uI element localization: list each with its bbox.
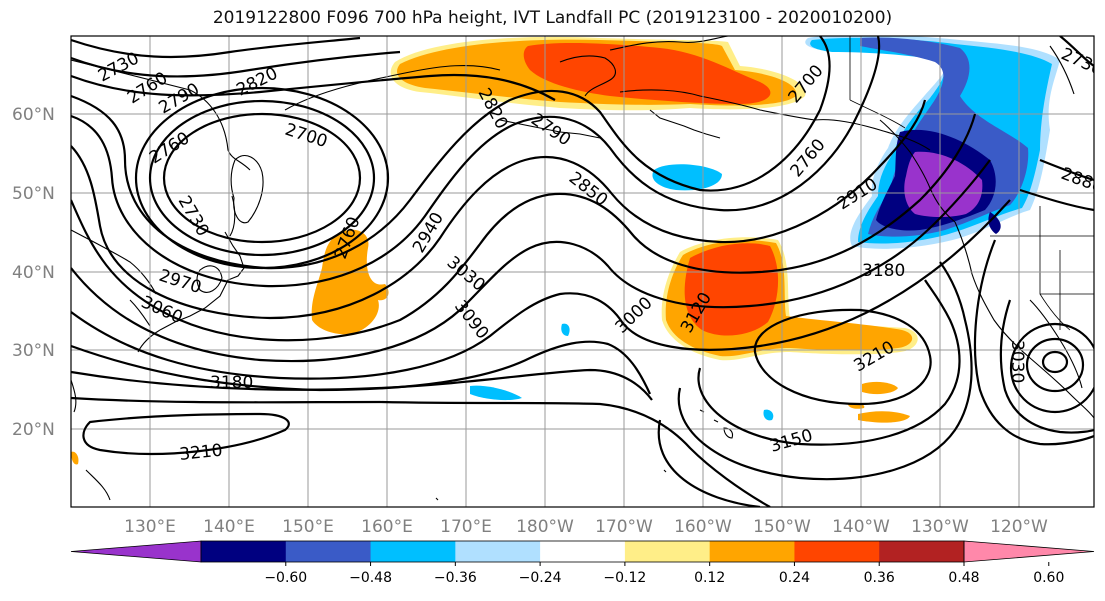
colorbar-segment: [709, 541, 795, 562]
lon-label: 140°W: [832, 517, 890, 537]
colorbar-extend-max: [963, 540, 1095, 563]
colorbar-segment: [624, 541, 711, 562]
colorbar-segment: [285, 541, 372, 562]
lon-label: 130°W: [911, 517, 969, 537]
map-frame: [70, 35, 1095, 508]
colorbar-tick-label: −0.48: [349, 570, 392, 586]
colorbar: −0.60 −0.48 −0.36 −0.24 −0.12 0.12 0.24 0.36 0.4…: [70, 540, 1095, 586]
colorbar-tick-label: 0.60: [1033, 570, 1064, 586]
colorbar-tick-label: −0.24: [519, 570, 562, 586]
lon-label: 160°W: [674, 517, 732, 537]
colorbar-segment: [879, 541, 965, 562]
political-borders: [849, 36, 1094, 331]
contour-label: 3180: [862, 261, 905, 281]
colorbar-extend-min: [70, 540, 202, 563]
lon-label: 180°W: [516, 517, 574, 537]
lon-label: 170°W: [595, 517, 653, 537]
latitude-labels: 60°N 50°N 40°N 30°N 20°N: [12, 105, 55, 440]
colorbar-tick-label: −0.60: [264, 570, 307, 586]
lon-label: 140°E: [203, 517, 255, 537]
lat-label: 60°N: [12, 105, 55, 125]
colorbar-outline: [200, 540, 965, 563]
colorbar-segment: [370, 541, 456, 562]
colorbar-segment: [540, 541, 626, 562]
lon-label: 170°E: [440, 517, 492, 537]
graticule: [71, 36, 1094, 507]
lon-label: 120°W: [990, 517, 1048, 537]
contour-label: 3030: [1007, 340, 1027, 383]
contour-label: 3210: [178, 441, 223, 465]
colorbar-segment: [201, 541, 287, 562]
colorbar-segment: [794, 541, 880, 562]
colorbar-tick-label: −0.36: [434, 570, 477, 586]
colorbar-tick-label: 0.48: [948, 570, 979, 586]
lat-label: 50°N: [12, 184, 55, 204]
height-contours: [71, 36, 1094, 507]
ivt-shading: [71, 36, 1060, 465]
lon-label: 160°E: [361, 517, 413, 537]
lat-label: 20°N: [12, 420, 55, 440]
map-title: 2019122800 F096 700 hPa height, IVT Land…: [212, 8, 893, 28]
lon-label: 150°W: [753, 517, 811, 537]
coastlines: [71, 36, 1094, 501]
colorbar-tick-label: −0.12: [603, 570, 646, 586]
lat-label: 40°N: [12, 263, 55, 283]
lon-label: 150°E: [282, 517, 334, 537]
colorbar-tick-label: 0.12: [694, 570, 725, 586]
colorbar-tick-label: 0.24: [779, 570, 810, 586]
lon-label: 130°E: [124, 517, 176, 537]
contour-label: 3180: [210, 373, 253, 393]
longitude-labels: 130°E 140°E 150°E 160°E 170°E 180°W 170°…: [124, 517, 1048, 537]
colorbar-segment: [455, 541, 541, 562]
map-panel: 2730 2760 2790 2820 2700 2760 2730 2820 …: [71, 36, 1094, 507]
contour-labels: 2730 2760 2790 2820 2700 2760 2730 2820 …: [95, 44, 1094, 465]
colorbar-tick-label: 0.36: [864, 570, 895, 586]
lat-label: 30°N: [12, 341, 55, 361]
